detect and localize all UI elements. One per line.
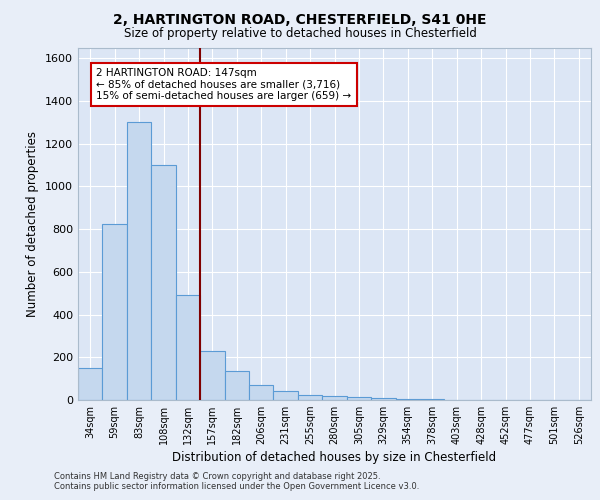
Bar [127, 122, 151, 400]
Bar [249, 385, 274, 400]
Bar [103, 224, 127, 400]
Text: Contains HM Land Registry data © Crown copyright and database right 2025.
Contai: Contains HM Land Registry data © Crown c… [54, 472, 419, 491]
Bar [224, 371, 249, 400]
Bar [298, 394, 322, 400]
Bar [200, 351, 224, 400]
Y-axis label: Number of detached properties: Number of detached properties [26, 130, 40, 317]
Bar [151, 165, 176, 400]
Bar [78, 368, 103, 400]
Text: 2 HARTINGTON ROAD: 147sqm
← 85% of detached houses are smaller (3,716)
15% of se: 2 HARTINGTON ROAD: 147sqm ← 85% of detac… [97, 68, 352, 101]
Text: Size of property relative to detached houses in Chesterfield: Size of property relative to detached ho… [124, 28, 476, 40]
X-axis label: Distribution of detached houses by size in Chesterfield: Distribution of detached houses by size … [172, 452, 497, 464]
Bar [322, 396, 347, 400]
Bar [395, 399, 420, 400]
Bar [274, 391, 298, 400]
Bar [347, 398, 371, 400]
Text: 2, HARTINGTON ROAD, CHESTERFIELD, S41 0HE: 2, HARTINGTON ROAD, CHESTERFIELD, S41 0H… [113, 12, 487, 26]
Bar [371, 398, 395, 400]
Bar [176, 296, 200, 400]
